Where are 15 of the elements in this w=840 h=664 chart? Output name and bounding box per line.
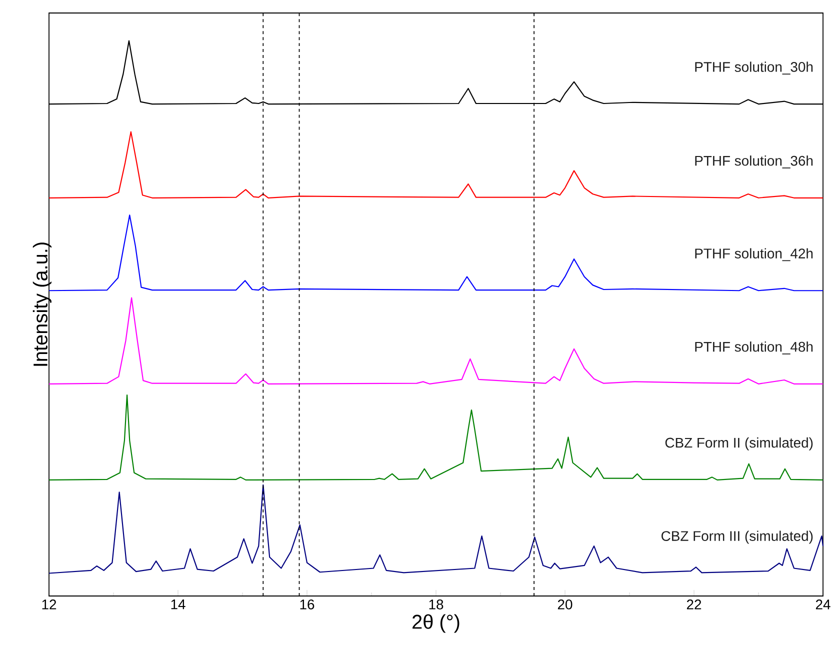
text: PTHF solution_36h <box>695 155 813 168</box>
x-tick-label: 24 <box>816 600 830 610</box>
text: PTHF solution_48h <box>695 341 813 354</box>
x-axis-title: 2θ (°) <box>412 614 460 633</box>
x-tick-label: 16 <box>300 600 314 610</box>
x-tick-label: 12 <box>42 600 56 610</box>
x-tick-label: 14 <box>171 600 186 610</box>
y-axis-title: Intensity (a.u.) <box>32 242 52 366</box>
series-label: CBZ Form II (simulated) <box>665 437 813 450</box>
x-tick-label: 18 <box>429 600 444 610</box>
x-tick-label: 22 <box>686 600 702 610</box>
text: PTHF solution_42h <box>695 248 813 262</box>
text: PTHF solution_30h <box>695 62 813 75</box>
series-label: CBZ Form III (simulated) <box>662 530 813 544</box>
x-tick-label: 20 <box>558 600 572 610</box>
